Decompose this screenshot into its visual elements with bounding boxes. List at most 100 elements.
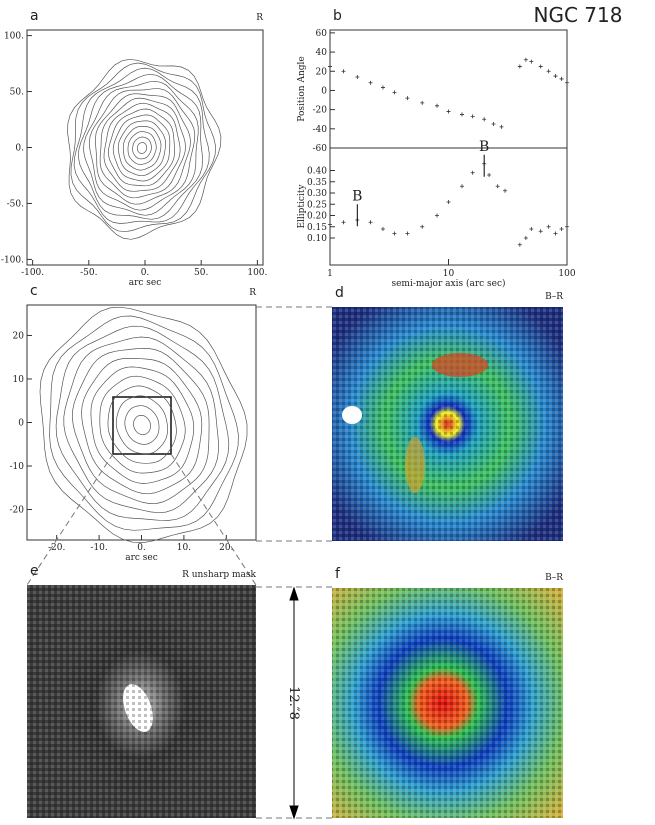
y-tick-label: -40 xyxy=(313,125,328,135)
panel-a: a R -100. -50. 0. 50. 100. 100. 50. 0. -50. -100. ar… xyxy=(1,8,268,288)
data-point xyxy=(495,184,500,189)
connectors xyxy=(26,306,332,819)
x-axis-label: arc sec xyxy=(125,553,158,563)
data-point xyxy=(546,224,551,229)
data-point xyxy=(523,236,528,240)
y-tick-label: 50. xyxy=(10,88,24,98)
data-point xyxy=(405,96,410,101)
x-tick-label: 0. xyxy=(137,543,146,553)
data-point xyxy=(565,224,569,229)
data-point xyxy=(565,80,569,85)
contour xyxy=(107,385,177,464)
data-point xyxy=(538,229,543,234)
contour xyxy=(127,131,157,165)
data-point xyxy=(553,231,558,236)
data-point xyxy=(446,200,451,204)
panel-label: b xyxy=(333,8,342,24)
frame xyxy=(26,304,257,541)
x-tick-label: -50. xyxy=(80,268,97,278)
y-tick-label: 0. xyxy=(15,144,24,154)
data-point xyxy=(523,57,528,62)
data-point xyxy=(517,64,522,69)
data-point xyxy=(482,117,487,122)
y-tick-label: -10 xyxy=(10,462,25,472)
contour xyxy=(132,136,152,160)
band-label: R xyxy=(256,13,263,23)
contour xyxy=(108,108,176,187)
annotation: B xyxy=(352,188,362,204)
data-point xyxy=(368,220,373,225)
y-tick-label: 40 xyxy=(316,48,328,58)
y-tick-label: -100. xyxy=(1,255,24,265)
data-point xyxy=(460,112,465,117)
x-axis-label: arc sec xyxy=(129,278,162,288)
noise xyxy=(27,585,256,818)
y-tick-label: 0.10 xyxy=(307,234,327,244)
contour xyxy=(49,315,239,531)
x-tick-label: 0. xyxy=(141,268,150,278)
data-point xyxy=(368,80,373,85)
y-tick-label: 10 xyxy=(13,375,25,385)
data-point xyxy=(470,114,475,119)
data-point xyxy=(380,227,385,231)
data-point xyxy=(435,103,440,108)
contour xyxy=(67,58,222,240)
y-tick-label: 20 xyxy=(316,67,328,77)
x-tick-label: 1 xyxy=(327,269,333,279)
data-point xyxy=(446,109,451,114)
scale-arrow xyxy=(289,586,299,820)
panel-label: d xyxy=(335,285,344,301)
data-point xyxy=(328,64,332,69)
data-point xyxy=(517,242,522,247)
panel-label: c xyxy=(30,283,38,299)
contour xyxy=(55,325,230,521)
contour xyxy=(78,73,203,220)
contour xyxy=(83,80,199,216)
data-point xyxy=(355,75,360,80)
x-axis-label: semi-major axis (arc sec) xyxy=(391,278,505,289)
y-tick-label: 0.40 xyxy=(307,167,327,177)
contour xyxy=(99,97,186,199)
contour xyxy=(115,395,168,455)
data-point xyxy=(341,220,346,225)
y-tick-label: -50. xyxy=(7,199,24,209)
contour xyxy=(90,366,195,484)
annotation: B xyxy=(479,139,489,155)
data-point xyxy=(487,173,492,177)
panel-e xyxy=(27,585,256,818)
panel-label: a xyxy=(30,8,39,24)
y-tick-label: 0 xyxy=(321,86,327,96)
contour xyxy=(95,93,191,205)
data-point xyxy=(341,69,346,74)
contour xyxy=(70,62,216,233)
data-point xyxy=(392,90,397,95)
data-point xyxy=(546,69,551,74)
panel-c: c R -20. -10. 0. 10. 20. 20 10 0 -10 -20 arc sec xyxy=(10,283,257,563)
data-point xyxy=(559,227,564,231)
y-axis-label: Ellipticity xyxy=(297,184,307,229)
y-tick-label: -20 xyxy=(10,506,25,516)
y-axis-label: Position Angle xyxy=(297,56,307,121)
y-tick-label: -60 xyxy=(313,144,328,154)
y-tick-label: 0.20 xyxy=(307,212,327,222)
data-point xyxy=(470,170,475,175)
contour xyxy=(103,102,181,192)
data-point xyxy=(328,222,332,227)
contour xyxy=(136,142,148,154)
scale-label: 12.″8 xyxy=(286,686,301,720)
arc xyxy=(432,353,488,377)
x-tick-label: 50. xyxy=(194,268,208,278)
band-label: B–R xyxy=(545,292,563,302)
arc xyxy=(405,437,425,493)
contour xyxy=(63,336,219,514)
y-tick-label: 0.25 xyxy=(307,200,327,210)
x-tick-label: 20. xyxy=(219,543,233,553)
panel-d xyxy=(332,307,563,541)
y-tick-label: 0.30 xyxy=(307,189,327,199)
x-tick-label: -20. xyxy=(48,543,65,553)
contour xyxy=(73,67,210,224)
panel-label: e xyxy=(30,563,39,579)
contour xyxy=(133,415,151,436)
x-tick-label: -100. xyxy=(21,268,44,278)
